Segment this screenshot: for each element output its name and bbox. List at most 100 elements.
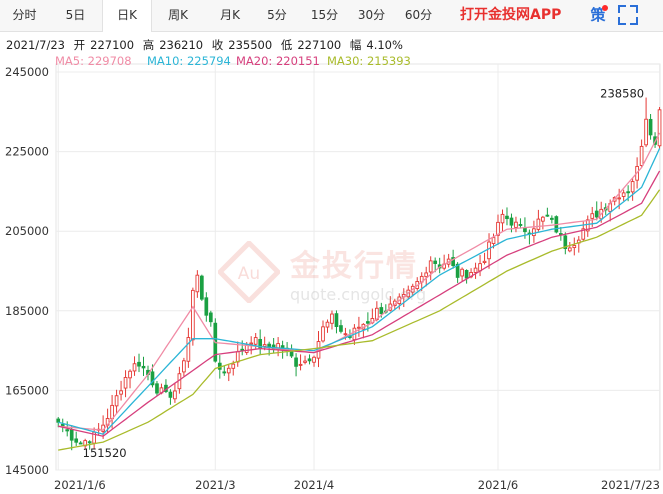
candle-body-53	[294, 357, 298, 367]
candle-body-0	[56, 418, 61, 423]
candle-body-88	[451, 257, 455, 267]
candle-body-106	[532, 228, 536, 237]
candle-body-82	[424, 272, 429, 278]
max-price-label: 238580	[600, 87, 644, 101]
candle-body-99	[500, 213, 505, 224]
x-tick-label-3: 2021/6	[478, 478, 518, 492]
candle-body-54	[298, 363, 303, 366]
min-price-label: 151520	[83, 446, 127, 460]
candle-body-96	[487, 241, 491, 260]
candle-body-7	[87, 441, 92, 444]
tab-2[interactable]: 日K	[102, 0, 152, 32]
x-tick-label-1: 2021/3	[195, 478, 235, 492]
candle-body-125	[617, 197, 622, 200]
info-high: 236210	[159, 38, 204, 52]
ma-line-ma30	[58, 189, 661, 451]
candle-body-67	[357, 326, 361, 329]
candle-body-43	[249, 342, 254, 345]
candle-body-26	[173, 390, 177, 400]
candle-body-25	[168, 391, 173, 398]
tab-0[interactable]: 分时	[12, 8, 37, 22]
candle-body-89	[455, 263, 460, 278]
info-change-label: 幅	[349, 38, 362, 52]
y-tick-label-1: 225000	[5, 145, 49, 159]
tab-3[interactable]: 周K	[168, 8, 188, 22]
kline-chart[interactable]: 245000 225000 205000 185000 165000 145000 2021…	[0, 52, 663, 494]
candle-body-97	[491, 237, 496, 245]
info-open-label: 开	[73, 38, 86, 52]
candle-body-64	[343, 333, 348, 336]
candle-body-40	[235, 351, 240, 363]
candle-body-55	[303, 360, 307, 363]
candle-body-18	[137, 361, 141, 367]
info-close: 235500	[228, 38, 273, 52]
candle-body-41	[240, 348, 245, 351]
candle-body-31	[195, 274, 200, 293]
x-tick-label-0: 2021/1/6	[54, 478, 106, 492]
open-app-link[interactable]: 打开金投网APP	[460, 7, 562, 23]
candle-body-113	[563, 235, 568, 250]
toolbar: 分时 5日 日K 周K 月K 5分 15分 30分 60分 打开金投网APP 策	[0, 0, 663, 32]
strategy-button[interactable]: 策	[590, 6, 606, 24]
candle-body-28	[182, 360, 186, 373]
candle-body-90	[460, 268, 464, 277]
ma-line-ma5	[58, 132, 661, 431]
candle-body-117	[581, 228, 586, 240]
candle-body-29	[186, 337, 191, 362]
candle-body-95	[482, 260, 487, 263]
candle-body-15	[123, 377, 128, 389]
ohlc-info-bar: 2021/7/23 开 227100 高 236210 收 235500 低 22710…	[6, 37, 408, 53]
candle-body-110	[550, 217, 554, 220]
candle-body-30	[191, 289, 195, 341]
tab-7[interactable]: 30分	[357, 8, 386, 22]
y-tick-label-0: 245000	[5, 65, 49, 79]
candle-body-57	[312, 356, 316, 363]
candle-body-101	[509, 217, 514, 226]
candle-body-115	[572, 245, 577, 249]
candle-body-63	[339, 325, 343, 332]
candle-body-127	[626, 191, 630, 194]
candle-body-22	[155, 383, 159, 394]
candle-body-134	[657, 109, 662, 147]
info-close-label: 收	[211, 38, 224, 52]
candle-body-109	[545, 214, 550, 217]
candle-body-100	[505, 215, 509, 220]
candle-body-69	[366, 321, 370, 324]
ma-line-ma10	[58, 148, 661, 435]
candle-body-14	[119, 390, 123, 395]
ma-legend-2: MA20: 220151	[236, 54, 320, 68]
candle-body-16	[128, 370, 132, 379]
candle-body-5	[78, 442, 83, 445]
candle-body-60	[325, 321, 330, 328]
candle-body-61	[330, 313, 334, 324]
candle-body-44	[253, 337, 258, 345]
candle-body-38	[226, 367, 231, 374]
info-open: 227100	[90, 38, 135, 52]
candle-body-118	[585, 219, 590, 232]
candle-body-13	[114, 395, 119, 407]
info-low-label: 低	[280, 38, 293, 52]
candle-body-108	[541, 216, 545, 222]
info-date: 2021/7/23	[6, 38, 65, 52]
candle-body-4	[74, 438, 79, 443]
tab-5[interactable]: 5分	[267, 8, 287, 22]
candle-body-19	[141, 365, 146, 369]
x-tick-label-4: 2021/7/23	[601, 478, 660, 492]
candle-body-59	[321, 326, 325, 342]
tab-8[interactable]: 60分	[404, 8, 433, 22]
candle-body-32	[199, 275, 204, 300]
info-change: 4.10%	[366, 38, 403, 52]
candle-body-114	[567, 247, 572, 252]
candle-body-83	[428, 260, 433, 273]
fullscreen-icon[interactable]	[618, 5, 638, 25]
tab-1[interactable]: 5日	[65, 8, 86, 22]
tab-4[interactable]: 月K	[220, 8, 240, 22]
tab-6[interactable]: 15分	[310, 8, 339, 22]
candle-body-131	[644, 118, 648, 146]
candle-body-119	[590, 213, 595, 219]
candle-body-2	[65, 429, 70, 432]
candle-body-91	[464, 270, 469, 279]
y-tick-label-5: 145000	[5, 463, 49, 477]
candle-body-103	[518, 224, 523, 226]
notification-dot	[602, 5, 608, 11]
